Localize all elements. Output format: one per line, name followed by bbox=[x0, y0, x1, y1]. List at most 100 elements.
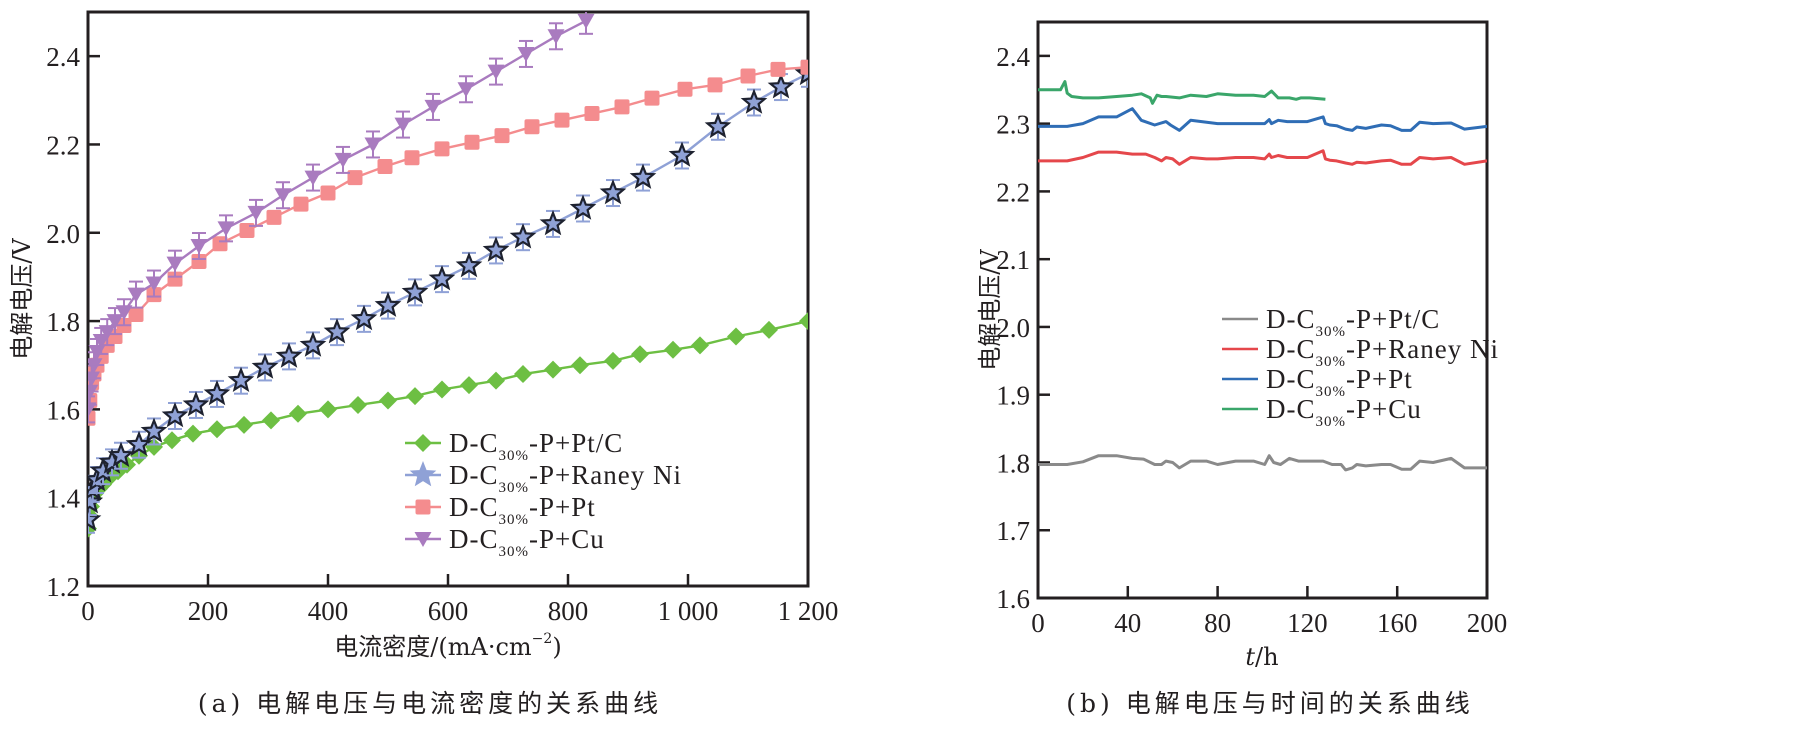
chart-b-x-axis-title-unit: /h bbox=[1255, 643, 1279, 671]
chart-a-legend-item: D-C30%-P+Pt/C bbox=[405, 428, 622, 464]
chart-a-point-d-c30-p-raney-ni bbox=[668, 141, 696, 167]
chart-a-point-d-c30-p-pt-c bbox=[571, 356, 589, 375]
chart-a-point-d-c30-p-raney-ni bbox=[509, 223, 537, 249]
chart-b-y-axis-title: 电解电压/V bbox=[976, 249, 1004, 371]
chart-a-x-tick-label: 600 bbox=[428, 596, 469, 626]
chart-a-point-d-c30-p-cu bbox=[364, 137, 382, 153]
chart-b-legend-item: D-C30%-P+Cu bbox=[1222, 394, 1422, 430]
chart-b-y-axis: 1.6 1.7 1.8 1.9 2.0 2.1 2.2 2.3 2.4 bbox=[996, 42, 1050, 614]
chart-a-y-tick-label: 1.8 bbox=[46, 307, 80, 337]
chart-b-legend: D-C30%-P+Pt/CD-C30%-P+Raney NiD-C30%-P+P… bbox=[1222, 304, 1498, 430]
chart-a-point-d-c30-p-pt-c bbox=[760, 320, 778, 339]
chart-a-point-d-c30-p-cu bbox=[127, 287, 145, 303]
chart-a-x-axis: 0 200 400 600 800 1 000 1 200 bbox=[81, 574, 838, 626]
chart-a-point-d-c30-p-pt bbox=[524, 119, 540, 135]
chart-a-point-d-c30-p-pt bbox=[167, 271, 183, 287]
chart-a-y-tick-label: 1.4 bbox=[46, 484, 80, 514]
chart-b-series-d-c30-p-pt bbox=[1038, 107, 1487, 132]
chart-a-point-d-c30-p-raney-ni bbox=[569, 194, 597, 220]
chart-a-point-d-c30-p-raney-ni bbox=[203, 379, 231, 406]
chart-a-series-d-c30-p-cu bbox=[88, 12, 595, 424]
chart-a-point-d-c30-p-cu bbox=[98, 325, 116, 341]
chart-b-legend-item: D-C30%-P+Pt bbox=[1222, 364, 1412, 400]
chart-b-line-d-c30-p-raney-ni bbox=[1038, 149, 1487, 166]
chart-b-y-tick-label: 2.3 bbox=[996, 110, 1030, 140]
chart-b-legend-label: D-C30%-P+Cu bbox=[1266, 394, 1422, 430]
chart-a-point-d-c30-p-pt bbox=[614, 99, 630, 115]
chart-b-series bbox=[1038, 80, 1487, 472]
chart-b-y-tick-label: 2.1 bbox=[996, 245, 1030, 275]
chart-a-point-d-c30-p-pt bbox=[707, 77, 723, 93]
chart-a-x-axis-title-main: 电流密度/(mA·cm bbox=[334, 633, 532, 661]
chart-a-x-axis-title-close: ) bbox=[552, 633, 561, 661]
chart-a-point-d-c30-p-pt bbox=[644, 90, 660, 106]
chart-b-x-axis-title-t: t bbox=[1245, 643, 1255, 671]
chart-b-series-d-c30-p-raney-ni bbox=[1038, 149, 1487, 166]
chart-a-x-tick-label: 400 bbox=[308, 596, 349, 626]
chart-a-point-d-c30-p-pt-c bbox=[208, 420, 226, 439]
chart-b-x-tick-label: 40 bbox=[1114, 608, 1141, 638]
chart-a-point-d-c30-p-pt-c bbox=[544, 360, 562, 379]
chart-b-y-tick-label: 2.4 bbox=[996, 42, 1030, 72]
chart-a-point-d-c30-p-raney-ni bbox=[161, 402, 189, 428]
chart-b-x-tick-label: 200 bbox=[1467, 608, 1508, 638]
chart-a-point-d-c30-p-cu bbox=[115, 305, 133, 321]
chart-a-point-d-c30-p-pt bbox=[320, 185, 336, 201]
chart-a-point-d-c30-p-raney-ni bbox=[401, 278, 429, 304]
chart-a-point-d-c30-p-pt-c bbox=[604, 351, 622, 370]
chart-a-point-d-c30-p-raney-ni bbox=[275, 342, 303, 368]
chart-a-legend-marker bbox=[409, 461, 437, 487]
chart-a-point-d-c30-p-raney-ni bbox=[140, 417, 168, 443]
chart-a-point-d-c30-p-pt bbox=[584, 106, 600, 122]
chart-a-point-d-c30-p-pt bbox=[404, 150, 420, 166]
chart-a-point-d-c30-p-pt-c bbox=[631, 345, 649, 364]
chart-a-point-d-c30-p-cu bbox=[424, 99, 442, 115]
chart-a-legend-item: D-C30%-P+Cu bbox=[405, 524, 605, 560]
chart-a-point-d-c30-p-raney-ni bbox=[704, 112, 732, 139]
chart-a-line-d-c30-p-raney-ni bbox=[88, 72, 808, 520]
chart-a-point-d-c30-p-cu bbox=[190, 239, 208, 255]
chart-a-point-d-c30-p-pt-c bbox=[433, 380, 451, 399]
chart-a-x-tick-label: 1 200 bbox=[778, 596, 839, 626]
chart-a-point-d-c30-p-cu bbox=[577, 13, 595, 29]
chart-b-y-tick-label: 1.7 bbox=[996, 516, 1030, 546]
chart-a-point-d-c30-p-raney-ni bbox=[107, 441, 135, 468]
chart-b-x-tick-label: 80 bbox=[1204, 608, 1231, 638]
chart-a-y-tick-label: 2.4 bbox=[46, 42, 80, 72]
chart-b-caption: (b) 电解电压与时间的关系曲线 bbox=[1066, 689, 1473, 718]
chart-a-x-tick-label: 1 000 bbox=[658, 596, 719, 626]
chart-a-point-d-c30-p-pt bbox=[377, 159, 393, 175]
chart-a-y-tick-label: 1.6 bbox=[46, 395, 80, 425]
chart-a-point-d-c30-p-pt-c bbox=[406, 387, 424, 406]
chart-a-point-d-c30-p-pt-c bbox=[184, 424, 202, 443]
chart-a-point-d-c30-p-cu bbox=[487, 64, 505, 80]
chart-a-point-d-c30-p-cu bbox=[274, 188, 292, 204]
chart-a-point-d-c30-p-raney-ni bbox=[455, 251, 483, 278]
chart-a-x-tick-label: 800 bbox=[548, 596, 589, 626]
chart-a-caption: (a) 电解电压与电流密度的关系曲线 bbox=[198, 689, 662, 718]
chart-b-y-tick-label: 1.9 bbox=[996, 381, 1030, 411]
chart-a-point-d-c30-p-cu bbox=[547, 29, 565, 45]
chart-a-point-d-c30-p-pt bbox=[212, 236, 228, 252]
chart-a-point-d-c30-p-raney-ni bbox=[428, 265, 456, 291]
chart-a-series bbox=[88, 12, 808, 538]
chart-a-legend-item: D-C30%-P+Pt bbox=[405, 492, 595, 528]
chart-a-y-axis: 1.2 1.4 1.6 1.8 2.0 2.2 2.4 bbox=[46, 42, 100, 602]
chart-a-y-tick-label: 1.2 bbox=[46, 572, 80, 602]
chart-a-point-d-c30-p-pt-c bbox=[799, 312, 808, 331]
chart-a-point-d-c30-p-pt-c bbox=[289, 404, 307, 423]
chart-a-point-d-c30-p-raney-ni bbox=[482, 236, 510, 262]
chart-a-point-d-c30-p-raney-ni bbox=[227, 366, 255, 393]
chart-a-legend-label: D-C30%-P+Cu bbox=[449, 524, 605, 560]
chart-a-point-d-c30-p-pt-c bbox=[460, 376, 478, 395]
chart-a-point-d-c30-p-cu bbox=[92, 333, 110, 349]
chart-b-y-tick-label: 1.8 bbox=[996, 448, 1030, 478]
chart-a-point-d-c30-p-pt bbox=[494, 128, 510, 144]
chart-a-point-d-c30-p-cu bbox=[106, 314, 124, 330]
chart-a-series-d-c30-p-pt bbox=[88, 59, 808, 426]
chart-a-x-tick-label: 200 bbox=[188, 596, 229, 626]
chart-a-legend-label: D-C30%-P+Raney Ni bbox=[449, 460, 682, 496]
chart-a: 1.2 1.4 1.6 1.8 2.0 2.2 2.4 0 200 400 600 800 1 000… bbox=[8, 10, 838, 718]
chart-a-point-d-c30-p-pt bbox=[293, 196, 309, 212]
